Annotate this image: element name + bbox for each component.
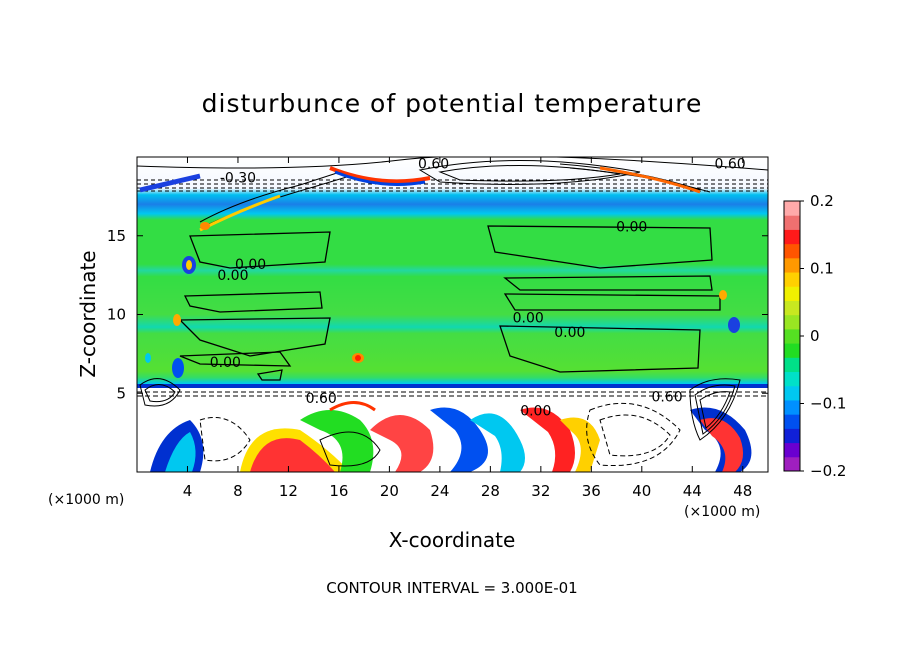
- colorbar-swatch: [784, 215, 800, 230]
- mid-contours: [178, 225, 721, 381]
- x-tick-label: 40: [632, 482, 651, 500]
- x-tick-label: 48: [733, 482, 752, 500]
- colorbar-swatch: [784, 201, 800, 216]
- colorbar-tick-label: 0.1: [810, 260, 834, 278]
- colorbar-swatch: [784, 314, 800, 330]
- colorbar-swatch: [784, 286, 800, 301]
- y-tick-label: 15: [107, 227, 126, 245]
- colorbar-tick-label: −0.2: [810, 462, 846, 480]
- contour-label: 0.00: [513, 311, 544, 327]
- colorbar-swatch: [784, 257, 800, 273]
- colorbar-swatch: [784, 414, 800, 429]
- x-tick-label: 4: [183, 482, 193, 500]
- x-unit-right: (×1000 m): [684, 504, 760, 520]
- contour-label: 0.60: [306, 391, 337, 407]
- colorbar: [783, 200, 801, 472]
- colorbar-tick-label: 0: [810, 327, 820, 345]
- x-tick-label: 12: [279, 482, 298, 500]
- contour-label: 0.00: [217, 268, 248, 284]
- contour-interval-text: CONTOUR INTERVAL = 3.000E-01: [326, 579, 577, 597]
- contour-label: 0.00: [520, 404, 551, 420]
- contour-label: 0.00: [616, 219, 647, 235]
- colorbar-ticks: 0.2 0.1 0 −0.1 −0.2: [800, 192, 846, 480]
- contour-label: 0.00: [235, 257, 266, 273]
- x-tick-label: 32: [531, 482, 550, 500]
- contour-label: 0.00: [554, 325, 585, 341]
- contour-label: 0.60: [715, 156, 746, 172]
- colorbar-swatch: [784, 243, 800, 259]
- colorbar-swatch: [784, 428, 800, 444]
- colorbar-swatch: [784, 328, 800, 344]
- colorbar-swatch: [784, 385, 800, 401]
- contour-label: 0.00: [210, 355, 241, 371]
- x-tick-label: 24: [430, 482, 449, 500]
- colorbar-swatch: [784, 272, 800, 287]
- chart-title: disturbunce of potential temperature: [202, 89, 703, 118]
- y-tick-label: 5: [116, 384, 126, 402]
- colorbar-swatch: [784, 456, 800, 472]
- y-axis-label: Z-coordinate: [76, 250, 100, 377]
- colorbar-swatch: [784, 399, 800, 415]
- colorbar-swatch: [784, 343, 800, 358]
- x-axis-ticks: 4 8 12 16 20 24 28 32 36 40 44 48: [183, 157, 752, 500]
- contour-label: 0.60: [418, 156, 449, 172]
- colored-blobs: [145, 222, 740, 378]
- y-tick-label: 10: [107, 306, 126, 324]
- contour-label: 0.60: [651, 389, 682, 405]
- x-tick-label: 44: [683, 482, 702, 500]
- colorbar-swatch: [784, 357, 800, 373]
- colorbar-tick-label: −0.1: [810, 395, 846, 413]
- colorbar-swatch: [784, 229, 800, 245]
- x-tick-label: 16: [329, 482, 348, 500]
- colorbar-tick-label: 0.2: [810, 192, 834, 210]
- x-axis-label: X-coordinate: [389, 528, 516, 552]
- lower-turbulent-layer: [137, 378, 768, 472]
- colorbar-swatch: [784, 442, 800, 458]
- x-unit-left: (×1000 m): [48, 492, 124, 508]
- contour-labels: 0.000.000.000.000.000.000.000.60 0.600.60…: [210, 156, 746, 420]
- colorbar-swatch: [784, 371, 800, 387]
- colorbar-swatch: [784, 300, 800, 316]
- y-axis-ticks: 5 10 15: [107, 227, 768, 402]
- contour-label: -0.30: [220, 170, 256, 186]
- x-tick-label: 8: [233, 482, 243, 500]
- x-tick-label: 20: [380, 482, 399, 500]
- x-tick-label: 36: [582, 482, 601, 500]
- plot-area: 0.000.000.000.000.000.000.000.60 0.600.60…: [137, 156, 768, 472]
- x-tick-label: 28: [481, 482, 500, 500]
